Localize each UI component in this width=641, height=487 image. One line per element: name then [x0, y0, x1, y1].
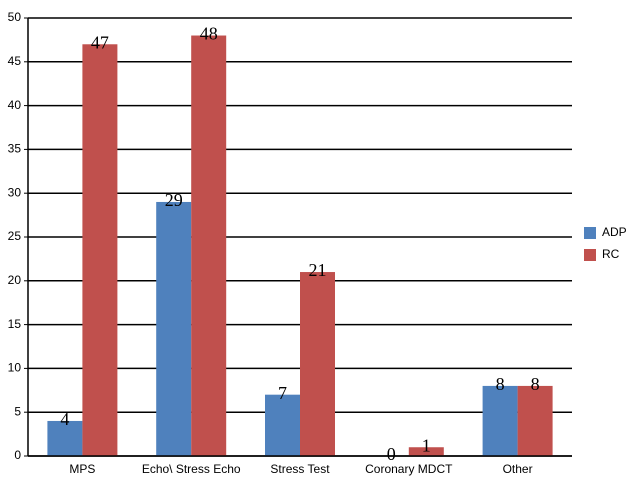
y-tick-label: 35 — [8, 142, 22, 156]
bar — [408, 447, 444, 456]
value-label: 48 — [200, 24, 218, 44]
legend-label: ADP — [602, 225, 627, 239]
value-label: 4 — [60, 409, 69, 429]
bar — [517, 385, 553, 456]
bar — [482, 385, 518, 456]
value-label: 47 — [91, 32, 109, 52]
x-tick-label: Coronary MDCT — [365, 462, 453, 476]
y-tick-label: 0 — [14, 448, 21, 462]
y-tick-label: 25 — [8, 229, 22, 243]
value-label: 7 — [278, 383, 287, 403]
value-label: 1 — [422, 435, 431, 455]
x-tick-label: Stress Test — [270, 462, 330, 476]
y-tick-label: 30 — [8, 185, 22, 199]
legend-label: RC — [602, 247, 620, 261]
y-tick-label: 10 — [8, 361, 22, 375]
legend-swatch — [584, 249, 596, 261]
y-tick-label: 40 — [8, 98, 22, 112]
y-tick-label: 20 — [8, 273, 22, 287]
y-tick-label: 15 — [8, 317, 22, 331]
y-tick-label: 50 — [8, 10, 22, 24]
y-tick-label: 5 — [14, 404, 21, 418]
x-tick-label: Other — [503, 462, 533, 476]
bar — [265, 394, 300, 456]
bar — [156, 201, 192, 456]
y-tick-label: 45 — [8, 54, 22, 68]
legend-swatch — [584, 227, 596, 239]
bar — [82, 44, 118, 456]
value-label: 0 — [387, 444, 396, 464]
bar — [300, 272, 335, 456]
bar — [191, 35, 227, 457]
x-tick-label: Echo\ Stress Echo — [142, 462, 241, 476]
value-label: 8 — [531, 374, 540, 394]
value-label: 21 — [309, 260, 327, 280]
value-label: 29 — [165, 190, 183, 210]
x-tick-label: MPS — [69, 462, 95, 476]
value-label: 8 — [496, 374, 505, 394]
bar — [47, 420, 83, 456]
